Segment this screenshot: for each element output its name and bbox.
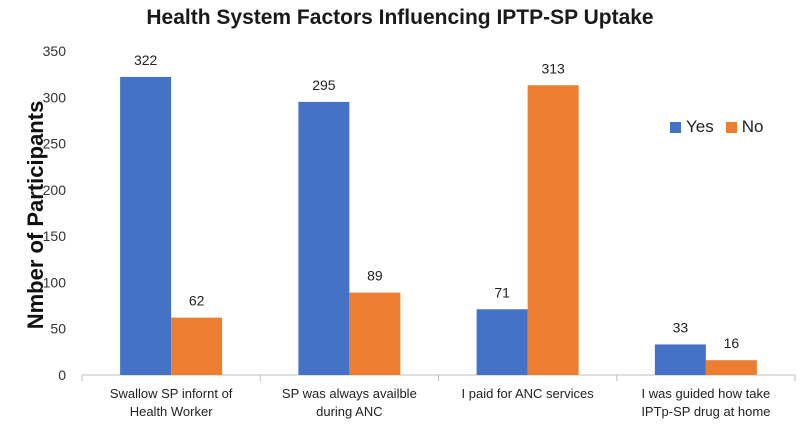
x-category-label: Health Worker bbox=[130, 404, 214, 419]
data-label: 16 bbox=[724, 335, 740, 351]
y-tick-label: 50 bbox=[50, 321, 66, 337]
y-tick-label: 150 bbox=[43, 228, 67, 244]
x-category-label: IPTp-SP drug at home bbox=[641, 404, 770, 419]
legend-label-yes: Yes bbox=[686, 117, 714, 136]
y-tick-label: 0 bbox=[58, 367, 66, 383]
legend-item-yes: Yes bbox=[670, 117, 714, 137]
bar-yes bbox=[120, 76, 172, 376]
legend-item-no: No bbox=[725, 117, 764, 137]
bar-yes bbox=[298, 101, 350, 376]
chart-title: Health System Factors Influencing IPTP-S… bbox=[146, 6, 654, 29]
data-label: 71 bbox=[494, 284, 510, 300]
data-label: 33 bbox=[673, 319, 689, 335]
y-tick-label: 350 bbox=[43, 43, 67, 59]
legend: Yes No bbox=[670, 117, 775, 137]
y-tick-label: 200 bbox=[43, 182, 67, 198]
bar-no bbox=[705, 360, 757, 375]
y-tick-label: 300 bbox=[43, 89, 67, 105]
bar-no bbox=[349, 292, 401, 375]
legend-swatch-yes bbox=[670, 121, 681, 133]
x-category-label: I was guided how take bbox=[642, 386, 771, 401]
data-label: 313 bbox=[541, 60, 565, 76]
data-label: 62 bbox=[189, 293, 205, 309]
y-tick-label: 250 bbox=[43, 136, 67, 152]
legend-label-no: No bbox=[741, 117, 764, 136]
x-category-label: during ANC bbox=[316, 404, 382, 419]
x-category-label: SP was always availble bbox=[282, 386, 417, 401]
x-category-label: I paid for ANC services bbox=[462, 386, 595, 401]
legend-swatch-no bbox=[725, 121, 737, 133]
bar-no bbox=[171, 317, 223, 375]
data-label: 89 bbox=[367, 268, 383, 284]
data-label: 322 bbox=[134, 52, 158, 68]
data-label: 295 bbox=[312, 77, 336, 93]
y-tick-label: 100 bbox=[43, 274, 67, 290]
bar-no bbox=[527, 85, 579, 375]
bar-yes bbox=[654, 344, 706, 375]
x-category-label: Swallow SP infornt of bbox=[110, 386, 233, 401]
bar-yes bbox=[476, 309, 528, 375]
